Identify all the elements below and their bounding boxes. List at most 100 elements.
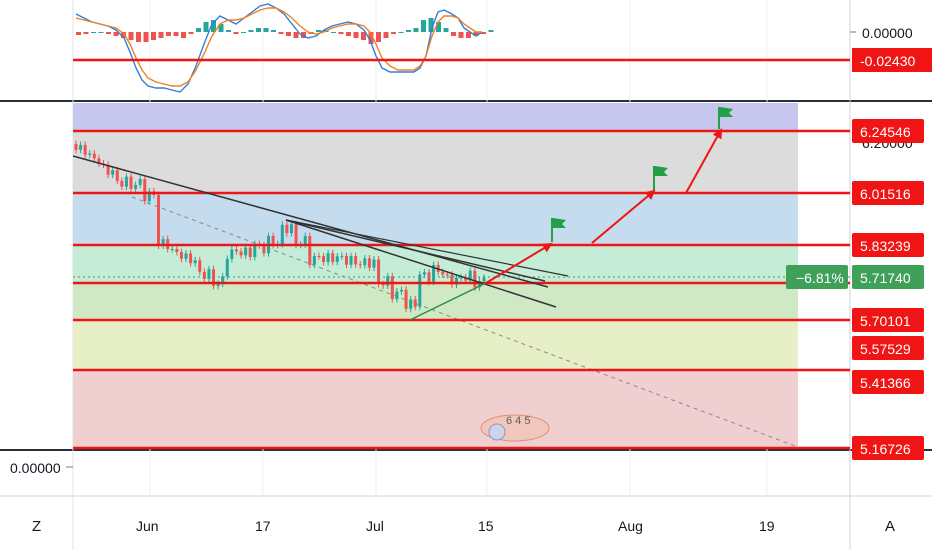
macd-histogram-bar bbox=[443, 28, 449, 32]
macd-histogram-bar bbox=[338, 32, 344, 34]
macd-histogram-bar bbox=[331, 32, 336, 33]
trendlines bbox=[72, 155, 569, 321]
candle-body bbox=[138, 179, 142, 185]
current-price-badge bbox=[852, 265, 924, 289]
candle-body bbox=[92, 153, 96, 159]
projection-arrow-1 bbox=[485, 242, 553, 284]
macd-histogram-bar bbox=[173, 32, 179, 36]
volume-panel: 0.00000 bbox=[10, 460, 73, 476]
candle-body bbox=[409, 299, 413, 309]
level-label-bg bbox=[852, 370, 924, 394]
candle-body bbox=[317, 256, 321, 258]
candle-body bbox=[445, 274, 449, 276]
trendline-3 bbox=[285, 219, 546, 282]
level-label-1: 6.24546 bbox=[860, 124, 911, 140]
candle-body bbox=[363, 258, 367, 266]
candle-body bbox=[340, 255, 344, 257]
macd-histogram-bar bbox=[346, 32, 351, 36]
zone-5 bbox=[73, 283, 798, 320]
candle-body bbox=[134, 184, 138, 189]
time-label: 17 bbox=[255, 518, 271, 534]
candle-body bbox=[344, 255, 348, 265]
candle-body bbox=[115, 170, 119, 181]
timezone-button[interactable]: Z bbox=[32, 518, 41, 535]
candle-body bbox=[464, 277, 468, 281]
trendline-2 bbox=[285, 219, 557, 308]
macd-histogram-bar bbox=[466, 32, 471, 38]
candle-body bbox=[184, 253, 188, 259]
candle-body bbox=[454, 277, 458, 285]
price-labels: 6.20000 6.24546 6.01516 5.83239 5.70101 … bbox=[786, 119, 924, 460]
candle-body bbox=[88, 153, 92, 155]
candle-body bbox=[450, 274, 454, 285]
fib-zones bbox=[73, 103, 798, 448]
macd-histogram-bar bbox=[293, 32, 299, 38]
trendline-main bbox=[72, 155, 549, 288]
candle-body bbox=[377, 259, 381, 285]
candle-body bbox=[262, 245, 266, 254]
candle-body bbox=[234, 249, 238, 252]
current-price-label: 5.71740 bbox=[860, 270, 911, 286]
macd-histogram-bar bbox=[278, 32, 284, 34]
candle-body bbox=[221, 276, 225, 284]
candle-body bbox=[289, 224, 293, 234]
candle-body bbox=[83, 144, 87, 155]
candle-body bbox=[175, 248, 179, 253]
macd-histogram-bar bbox=[211, 20, 216, 32]
candle-body bbox=[367, 258, 371, 268]
flags bbox=[551, 107, 733, 242]
candle-body bbox=[212, 269, 216, 286]
candle-body bbox=[129, 176, 133, 189]
macd-histogram-bar bbox=[158, 32, 164, 38]
macd-histogram-bar bbox=[413, 28, 419, 32]
candle-body bbox=[189, 253, 193, 264]
macd-histogram-bar bbox=[428, 18, 434, 32]
candle-body bbox=[280, 224, 284, 245]
candle-body bbox=[418, 274, 422, 307]
level-label-4: 5.70101 bbox=[860, 313, 911, 329]
projection-arrow-2 bbox=[591, 189, 656, 244]
time-label: Jun bbox=[136, 518, 159, 534]
macd-histogram-bar bbox=[121, 32, 126, 38]
projection-arrows bbox=[485, 128, 722, 284]
level-label-5: 5.57529 bbox=[860, 341, 911, 357]
candle-body bbox=[358, 264, 362, 266]
watermark-text: 6 4 5 bbox=[506, 415, 530, 427]
time-label: 19 bbox=[759, 518, 775, 534]
candle-body bbox=[349, 256, 353, 265]
level-label-3: 5.83239 bbox=[860, 238, 911, 254]
candle-body bbox=[170, 248, 174, 250]
candle-body bbox=[381, 284, 385, 286]
macd-histogram-bar bbox=[316, 30, 321, 32]
volume-value-label: 0.00000 bbox=[10, 460, 61, 476]
macd-histogram-bar bbox=[488, 30, 494, 32]
change-badge bbox=[786, 265, 848, 289]
price-panel: 6 4 5 6.20000 6.24546 6.01516 5.83239 5.… bbox=[72, 107, 924, 460]
macd-histogram-bar bbox=[76, 32, 81, 35]
macd-histogram-bar bbox=[383, 32, 389, 38]
macd-histogram-bar bbox=[451, 32, 456, 36]
macd-histogram-bar bbox=[218, 24, 224, 32]
candle-body bbox=[271, 236, 275, 246]
zone-7 bbox=[73, 370, 798, 448]
level-lines bbox=[73, 129, 850, 450]
macd-histogram-bar bbox=[406, 30, 411, 32]
auto-scale-button[interactable]: A bbox=[885, 518, 895, 535]
trendline-support bbox=[409, 282, 487, 321]
projection-arrow-3 bbox=[685, 128, 722, 194]
watermark-logo: 6 4 5 bbox=[480, 414, 550, 442]
candles bbox=[74, 140, 486, 313]
flag-icon bbox=[551, 218, 566, 242]
macd-zero-label: 0.00000 bbox=[862, 25, 913, 41]
candle-body bbox=[422, 272, 426, 275]
candle-body bbox=[285, 224, 289, 234]
level-label-bg bbox=[852, 436, 924, 460]
candle-body bbox=[390, 276, 394, 300]
flag-icon bbox=[653, 166, 668, 190]
macd-histogram-bar bbox=[421, 20, 426, 32]
macd-histogram-bar bbox=[113, 32, 119, 36]
candle-body bbox=[97, 158, 101, 164]
macd-histogram-bar bbox=[98, 32, 104, 33]
macd-histogram-bar bbox=[271, 30, 276, 32]
level-label-6: 5.41366 bbox=[860, 375, 911, 391]
